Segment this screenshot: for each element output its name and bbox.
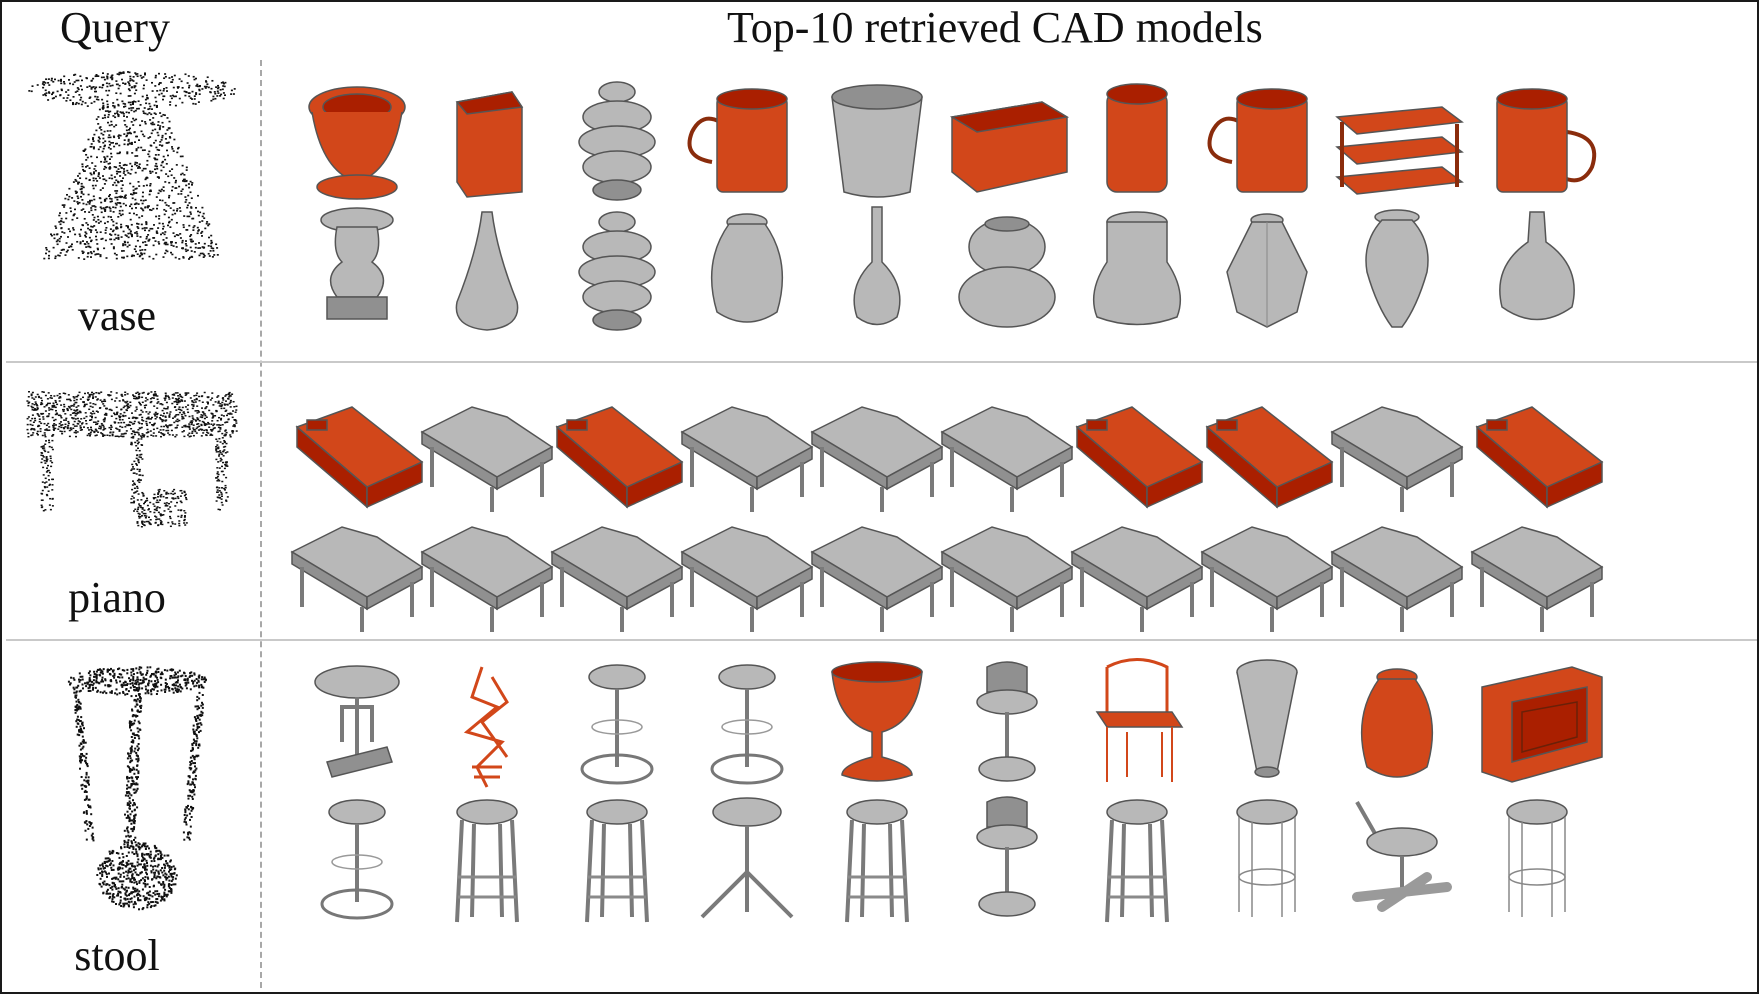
query-point-cloud-piano — [16, 376, 246, 576]
row-separator — [6, 639, 1757, 641]
retrieved-model-piano-1-7 — [1062, 372, 1212, 522]
retrieved-model-vase-2-8 — [1192, 192, 1342, 342]
results-column-header: Top-10 retrieved CAD models — [727, 3, 1263, 52]
retrieved-model-vase-2-10 — [1462, 192, 1612, 342]
retrieved-model-piano-1-2 — [412, 372, 562, 522]
retrieved-model-stool-1-9 — [1322, 647, 1472, 797]
retrieved-model-stool-1-2 — [412, 647, 562, 797]
retrieved-model-vase-2-2 — [412, 192, 562, 342]
retrieved-model-piano-1-9 — [1322, 372, 1472, 522]
retrieved-model-stool-1-8 — [1192, 647, 1342, 797]
query-point-cloud-vase — [16, 64, 246, 284]
retrieved-model-piano-2-5 — [802, 492, 952, 642]
retrieved-model-piano-2-4 — [672, 492, 822, 642]
retrieved-model-piano-2-7 — [1062, 492, 1212, 642]
retrieved-model-vase-1-5 — [802, 62, 952, 212]
retrieved-model-stool-1-5 — [802, 647, 952, 797]
retrieved-model-stool-1-6 — [932, 647, 1082, 797]
retrieved-model-vase-2-4 — [672, 192, 822, 342]
retrieved-model-piano-1-5 — [802, 372, 952, 522]
retrieved-model-piano-2-3 — [542, 492, 692, 642]
retrieved-model-stool-1-10 — [1462, 647, 1612, 797]
row-separator — [6, 361, 1757, 363]
query-point-cloud-stool — [16, 660, 246, 925]
retrieved-model-stool-2-7 — [1062, 782, 1212, 932]
retrieved-model-stool-1-7 — [1062, 647, 1212, 797]
query-label-vase: vase — [77, 291, 157, 340]
retrieved-model-stool-2-1 — [282, 782, 432, 932]
retrieved-model-piano-2-8 — [1192, 492, 1342, 642]
retrieved-model-stool-1-1 — [282, 647, 432, 797]
retrieved-model-vase-2-3 — [542, 192, 692, 342]
retrieved-model-stool-1-3 — [542, 647, 692, 797]
retrieved-model-piano-1-10 — [1462, 372, 1612, 522]
retrieved-model-piano-2-10 — [1462, 492, 1612, 642]
query-column-header: Query — [60, 3, 170, 52]
retrieved-model-piano-1-4 — [672, 372, 822, 522]
retrieved-model-stool-2-4 — [672, 782, 822, 932]
retrieved-model-vase-1-2 — [412, 62, 562, 212]
retrieved-model-piano-1-6 — [932, 372, 1082, 522]
retrieved-model-vase-2-9 — [1322, 192, 1472, 342]
retrieved-model-vase-1-1 — [282, 62, 432, 212]
retrieved-model-vase-1-7 — [1062, 62, 1212, 212]
retrieved-model-vase-2-6 — [932, 192, 1082, 342]
retrieved-model-piano-2-9 — [1322, 492, 1472, 642]
retrieved-model-stool-2-8 — [1192, 782, 1342, 932]
retrieved-model-stool-2-9 — [1322, 782, 1472, 932]
retrieved-model-vase-1-6 — [932, 62, 1082, 212]
retrieved-model-stool-1-4 — [672, 647, 822, 797]
retrieved-model-vase-1-10 — [1462, 62, 1612, 212]
retrieved-model-stool-2-10 — [1462, 782, 1612, 932]
query-label-stool: stool — [74, 931, 160, 980]
retrieved-model-stool-2-5 — [802, 782, 952, 932]
retrieved-model-vase-2-5 — [802, 192, 952, 342]
retrieved-model-piano-2-6 — [932, 492, 1082, 642]
retrieved-model-vase-1-9 — [1322, 62, 1472, 212]
retrieved-model-stool-2-6 — [932, 782, 1082, 932]
retrieved-model-piano-2-2 — [412, 492, 562, 642]
retrieved-model-vase-2-7 — [1062, 192, 1212, 342]
retrieved-model-vase-1-8 — [1192, 62, 1342, 212]
retrieved-model-piano-1-8 — [1192, 372, 1342, 522]
retrieved-model-piano-1-1 — [282, 372, 432, 522]
retrieved-model-piano-2-1 — [282, 492, 432, 642]
column-divider — [260, 60, 262, 988]
retrieved-model-stool-2-3 — [542, 782, 692, 932]
retrieved-model-vase-1-4 — [672, 62, 822, 212]
retrieved-model-vase-2-1 — [282, 192, 432, 342]
retrieved-model-stool-2-2 — [412, 782, 562, 932]
query-label-piano: piano — [68, 573, 166, 622]
retrieved-model-piano-1-3 — [542, 372, 692, 522]
retrieved-model-vase-1-3 — [542, 62, 692, 212]
